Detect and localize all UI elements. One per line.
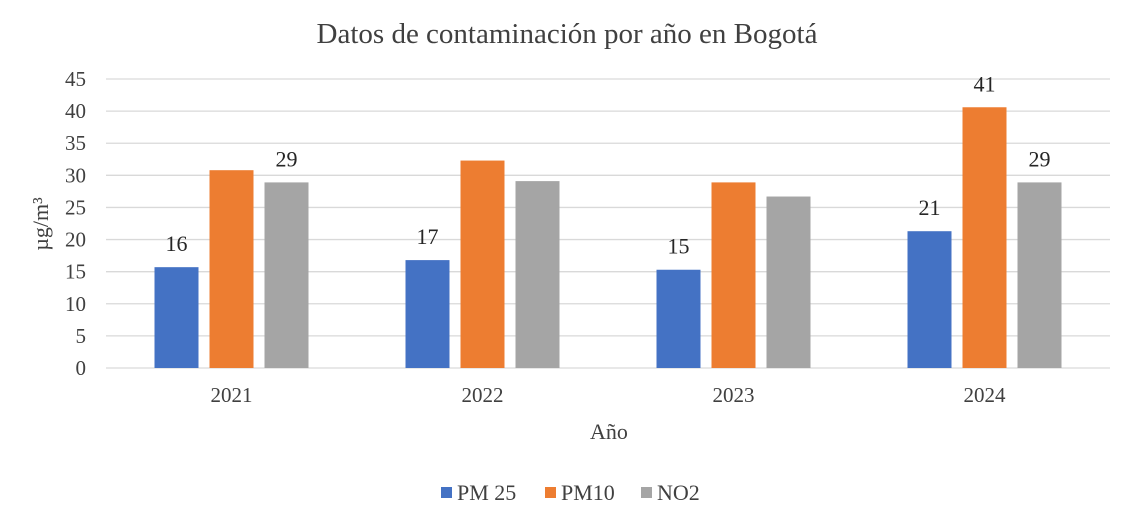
y-tick-label: 45	[65, 67, 86, 91]
y-axis-ticks: 0 5 10 15 20 25 30 35 40 45	[65, 67, 86, 380]
legend-swatch	[545, 487, 556, 498]
legend-label: NO2	[657, 480, 700, 505]
x-tick-label: 2024	[964, 383, 1007, 407]
y-tick-label: 15	[65, 260, 86, 284]
bar-pm25-2023	[656, 269, 701, 368]
legend-label: PM10	[561, 480, 615, 505]
bar-no2-2022	[515, 181, 560, 368]
y-tick-label: 20	[65, 228, 86, 252]
legend-swatch	[641, 487, 652, 498]
y-tick-label: 30	[65, 163, 86, 187]
x-axis-ticks: 2021 2022 2023 2024	[211, 383, 1007, 407]
y-tick-label: 10	[65, 292, 86, 316]
y-tick-label: 35	[65, 131, 86, 155]
bar-no2-2021	[264, 182, 309, 368]
data-label: 41	[974, 71, 996, 96]
legend: PM 25 PM10 NO2	[441, 480, 700, 505]
chart-title: Datos de contaminación por año en Bogotá	[317, 18, 818, 50]
y-tick-label: 0	[76, 356, 87, 380]
legend-label: PM 25	[457, 480, 516, 505]
y-axis-title: µg/m³	[28, 197, 53, 251]
data-label: 21	[919, 195, 941, 220]
gridlines	[106, 78, 1110, 369]
legend-swatch	[441, 487, 452, 498]
bar-pm10-2023	[711, 182, 756, 368]
y-tick-label: 25	[65, 195, 86, 219]
bar-pm10-2024	[962, 107, 1007, 368]
bar-no2-2023	[766, 196, 811, 368]
bar-pm25-2021	[154, 267, 199, 368]
bar-pm10-2022	[460, 160, 505, 368]
data-label: 16	[166, 231, 188, 256]
x-tick-label: 2021	[211, 383, 253, 407]
bar-pm10-2021	[209, 170, 254, 368]
data-label: 29	[1029, 146, 1051, 171]
x-tick-label: 2022	[462, 383, 504, 407]
data-label: 15	[668, 234, 690, 259]
data-label: 29	[276, 146, 298, 171]
x-axis-title: Año	[590, 419, 628, 444]
bars	[154, 107, 1062, 368]
x-tick-label: 2023	[713, 383, 755, 407]
bar-pm25-2024	[907, 231, 952, 368]
bar-pm25-2022	[405, 260, 450, 368]
y-tick-label: 40	[65, 99, 86, 123]
data-labels: 16 29 17 15 21 41 29	[166, 71, 1051, 258]
bar-no2-2024	[1017, 182, 1062, 368]
y-tick-label: 5	[76, 324, 87, 348]
data-label: 17	[417, 224, 439, 249]
